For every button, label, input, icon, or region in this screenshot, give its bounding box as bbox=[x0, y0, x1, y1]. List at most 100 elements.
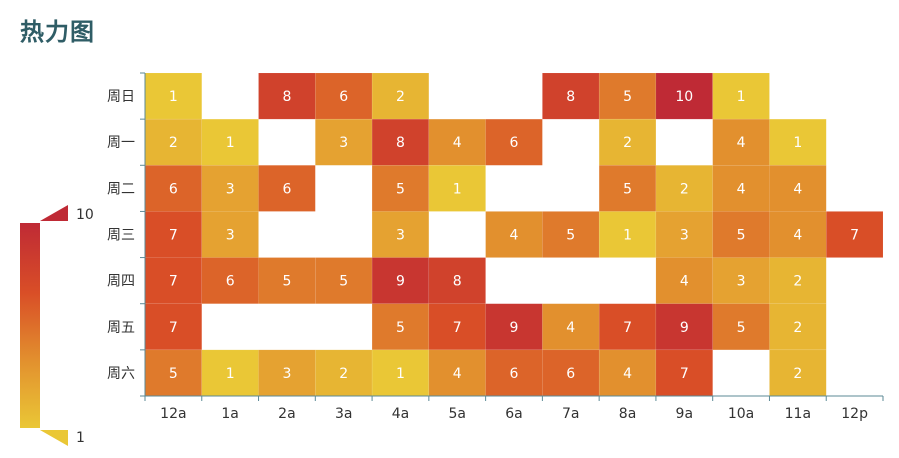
cell-label: 7 bbox=[169, 274, 178, 290]
heatmap-cell bbox=[315, 118, 373, 166]
cell-label: 4 bbox=[793, 181, 802, 197]
cell-label: 4 bbox=[680, 274, 689, 290]
heatmap-cell bbox=[712, 165, 770, 212]
x-tick-label: 6a bbox=[505, 406, 523, 422]
cell-label: 6 bbox=[169, 181, 178, 197]
cell-label: 5 bbox=[737, 320, 746, 336]
cell-label: 5 bbox=[169, 366, 178, 382]
visual-map-max-label: 10 bbox=[76, 207, 94, 223]
x-tick-label: 5a bbox=[448, 406, 466, 422]
cell-label: 3 bbox=[226, 228, 235, 244]
cell-label: 3 bbox=[680, 228, 689, 244]
cell-label: 5 bbox=[623, 181, 632, 197]
heatmap-cell bbox=[712, 257, 770, 304]
cell-label: 5 bbox=[282, 274, 291, 290]
heatmap-cell bbox=[144, 349, 203, 397]
cell-label: 1 bbox=[226, 366, 235, 382]
y-tick-label: 周二 bbox=[107, 181, 135, 197]
visual-map-handle-bottom bbox=[40, 430, 68, 446]
heatmap-cell bbox=[201, 118, 259, 166]
y-tick-label: 周六 bbox=[107, 366, 135, 382]
x-tick-label: 1a bbox=[221, 406, 239, 422]
cell-label: 1 bbox=[396, 366, 405, 382]
cell-label: 7 bbox=[453, 320, 462, 336]
cell-label: 5 bbox=[737, 228, 746, 244]
cell-label: 5 bbox=[396, 320, 405, 336]
heatmap-cell bbox=[315, 72, 373, 120]
visual-map-bar bbox=[20, 223, 40, 428]
visual-map-legend[interactable]: 10 1 bbox=[20, 205, 94, 446]
heatmap-cell bbox=[428, 257, 486, 304]
y-tick-label: 周四 bbox=[107, 274, 135, 290]
heatmap-cell bbox=[712, 211, 770, 258]
x-tick-label: 2a bbox=[278, 406, 296, 422]
heatmap-cell bbox=[598, 349, 657, 397]
cell-label: 10 bbox=[675, 89, 693, 105]
heatmap-cell bbox=[428, 165, 486, 212]
cell-label: 7 bbox=[850, 228, 859, 244]
cell-label: 9 bbox=[396, 274, 405, 290]
cell-label: 2 bbox=[680, 181, 689, 197]
cell-label: 6 bbox=[510, 366, 519, 382]
cell-label: 6 bbox=[566, 366, 575, 382]
cell-label: 1 bbox=[793, 135, 802, 151]
cell-label: 2 bbox=[169, 135, 178, 151]
heatmap-cell bbox=[598, 118, 657, 166]
x-tick-label: 12a bbox=[160, 406, 186, 422]
x-tick-label: 3a bbox=[335, 406, 353, 422]
cell-label: 5 bbox=[623, 89, 632, 105]
y-tick-label: 周日 bbox=[107, 89, 135, 105]
cell-label: 2 bbox=[793, 320, 802, 336]
x-tick-label: 10a bbox=[728, 406, 754, 422]
heatmap-cell bbox=[655, 303, 713, 351]
heatmap-cell bbox=[315, 349, 373, 397]
cell-label: 7 bbox=[623, 320, 632, 336]
cell-label: 3 bbox=[339, 135, 348, 151]
x-tick-label: 11a bbox=[785, 406, 811, 422]
cell-label: 1 bbox=[453, 181, 462, 197]
cell-label: 4 bbox=[737, 135, 746, 151]
cell-label: 1 bbox=[623, 228, 632, 244]
heatmap-cell bbox=[371, 211, 430, 258]
heatmap-cell bbox=[655, 165, 713, 212]
heatmap-cell bbox=[655, 211, 713, 258]
heatmap-cell bbox=[655, 257, 713, 304]
x-tick-label: 4a bbox=[392, 406, 410, 422]
cell-label: 6 bbox=[282, 181, 291, 197]
heatmap-cell bbox=[428, 303, 486, 351]
y-tick-label: 周三 bbox=[107, 228, 135, 244]
cell-label: 5 bbox=[339, 274, 348, 290]
x-tick-label: 7a bbox=[562, 406, 580, 422]
heatmap-cell bbox=[258, 257, 316, 304]
cell-label: 4 bbox=[737, 181, 746, 197]
cell-label: 4 bbox=[453, 135, 462, 151]
cell-label: 8 bbox=[453, 274, 462, 290]
heatmap-cell bbox=[258, 72, 316, 120]
y-tick-label: 周一 bbox=[107, 135, 135, 151]
heatmap-cell bbox=[485, 211, 543, 258]
heatmap-cell bbox=[655, 349, 713, 397]
cell-label: 4 bbox=[566, 320, 575, 336]
cell-label: 8 bbox=[396, 135, 405, 151]
heatmap-cell bbox=[315, 257, 373, 304]
cell-label: 9 bbox=[510, 320, 519, 336]
cell-label: 5 bbox=[566, 228, 575, 244]
heatmap-cell bbox=[598, 303, 657, 351]
chart-title: 热力图 bbox=[20, 18, 95, 46]
heatmap-cell bbox=[712, 303, 770, 351]
cell-label: 6 bbox=[510, 135, 519, 151]
heatmap-cell bbox=[201, 349, 259, 397]
heatmap-cell bbox=[371, 118, 430, 166]
heatmap-cell bbox=[144, 303, 203, 351]
cell-label: 1 bbox=[226, 135, 235, 151]
heatmap-cell bbox=[769, 349, 827, 397]
heatmap-cell bbox=[542, 211, 600, 258]
cell-label: 1 bbox=[737, 89, 746, 105]
cell-label: 4 bbox=[510, 228, 519, 244]
heatmap-cell bbox=[769, 257, 827, 304]
heatmap-cell bbox=[201, 165, 259, 212]
cell-label: 3 bbox=[226, 181, 235, 197]
x-tick-label: 9a bbox=[676, 406, 694, 422]
heatmap-cell bbox=[144, 72, 203, 120]
x-tick-label: 12p bbox=[841, 406, 868, 422]
